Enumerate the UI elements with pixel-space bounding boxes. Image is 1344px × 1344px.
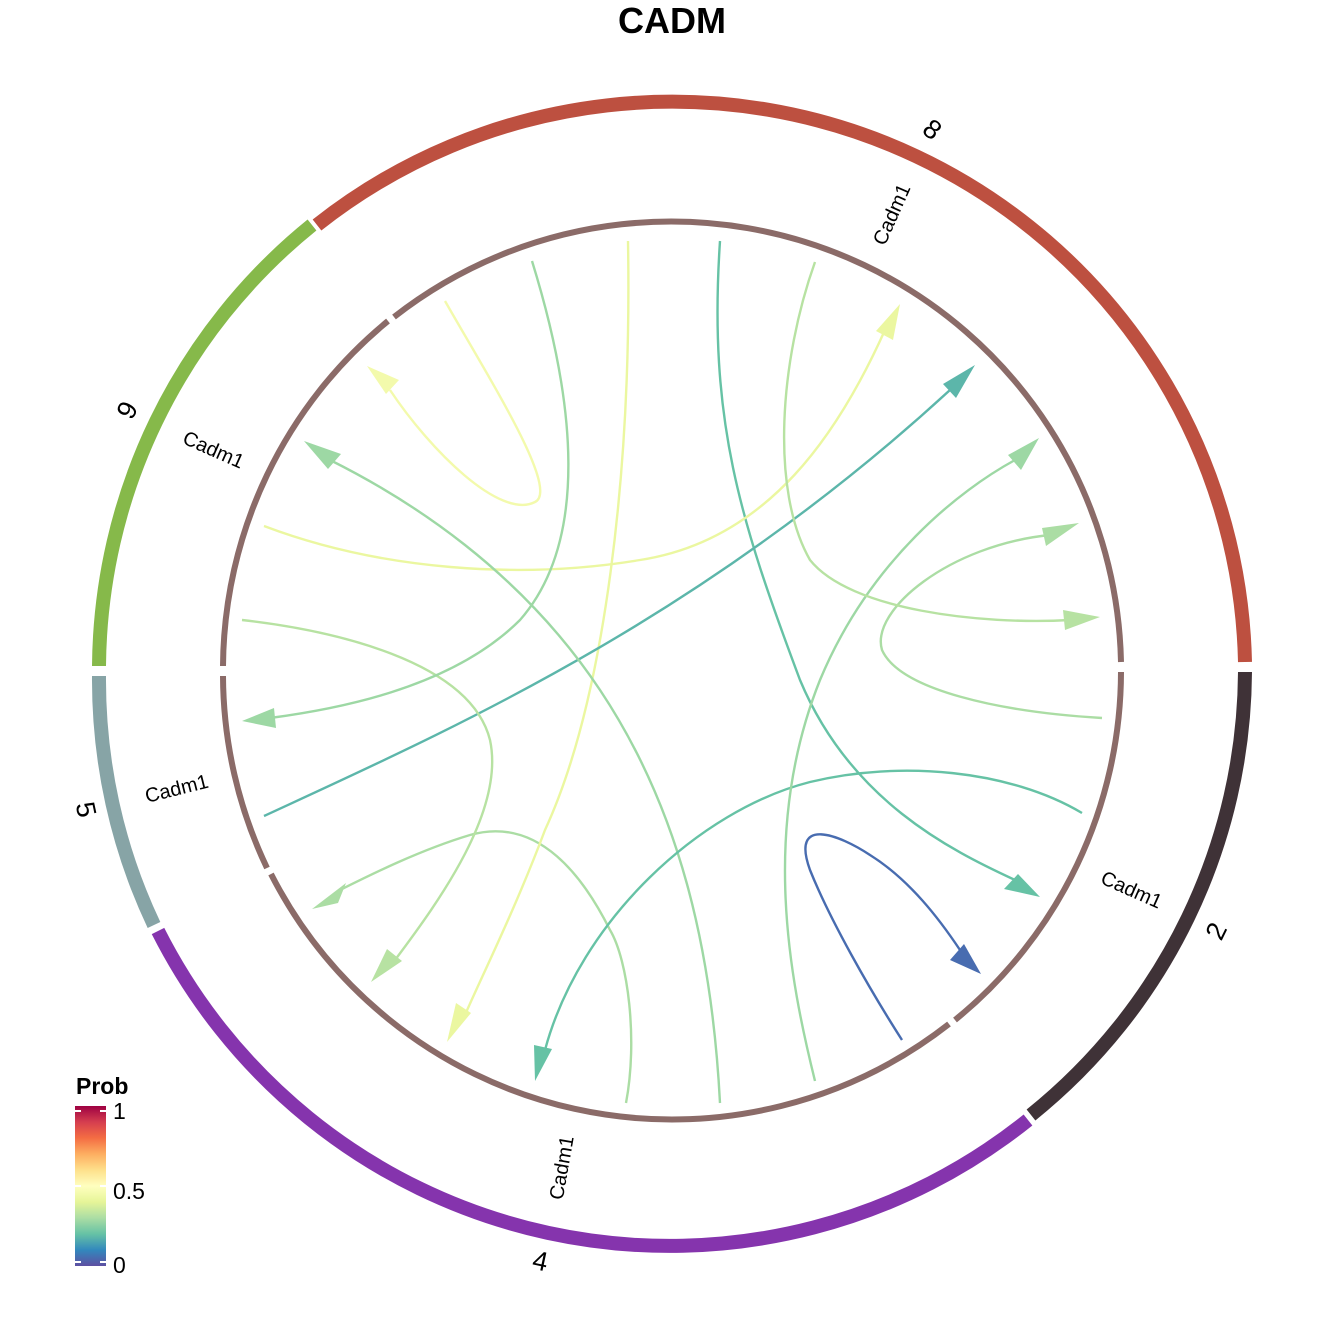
sector-arc-4 [151, 927, 1033, 1253]
chord-link [804, 833, 981, 1041]
outer-sectors [91, 94, 1252, 1253]
inner-arc-9 [220, 318, 390, 667]
chord-link [367, 300, 542, 506]
sector-arc-2 [1026, 671, 1252, 1121]
chord-links [241, 240, 1103, 1104]
legend-ticks [75, 1110, 106, 1263]
inner-arc-2 [953, 671, 1124, 1023]
sector-arc-9 [92, 219, 317, 667]
inner-arc-8 [392, 218, 1124, 663]
sector-arc-5 [91, 675, 161, 928]
chord-link [783, 438, 1039, 1082]
chord-link [304, 441, 722, 1104]
legend: Prob 1 0.5 0 [75, 1073, 145, 1278]
chord-link [241, 618, 494, 982]
sector-arc-8 [312, 94, 1252, 663]
chord-link [447, 240, 630, 1042]
gene-label-9: Cadm1 [179, 427, 247, 473]
legend-tick-0-5: 0.5 [113, 1178, 145, 1204]
chord-link [263, 365, 975, 818]
gene-label-5: Cadm1 [143, 771, 211, 808]
gene-label-8: Cadm1 [869, 181, 915, 249]
inner-arc-4 [268, 872, 951, 1123]
sector-label-4: 4 [530, 1245, 551, 1277]
gene-label-4: Cadm1 [546, 1134, 579, 1201]
sector-label-9: 9 [111, 396, 145, 423]
sector-label-5: 5 [70, 799, 102, 820]
sector-label-8: 8 [917, 113, 947, 146]
gene-label-2: Cadm1 [1097, 867, 1165, 913]
chart-title: CADM [618, 0, 726, 41]
chord-link [716, 240, 1040, 897]
chord-link [242, 260, 570, 728]
inner-track [220, 218, 1124, 1123]
legend-title: Prob [76, 1073, 128, 1099]
legend-tick-0: 0 [113, 1252, 126, 1278]
inner-arc-5 [220, 675, 270, 870]
chord-link [534, 769, 1083, 1081]
gene-labels: Cadm1 Cadm1 Cadm1 Cadm1 Cadm1 [143, 181, 1165, 1202]
chord-link [263, 304, 900, 572]
chord-link [782, 261, 1100, 630]
chord-link [312, 830, 633, 1104]
chord-link [879, 523, 1103, 720]
legend-tick-1: 1 [113, 1098, 126, 1124]
sector-label-2: 2 [1200, 918, 1234, 945]
